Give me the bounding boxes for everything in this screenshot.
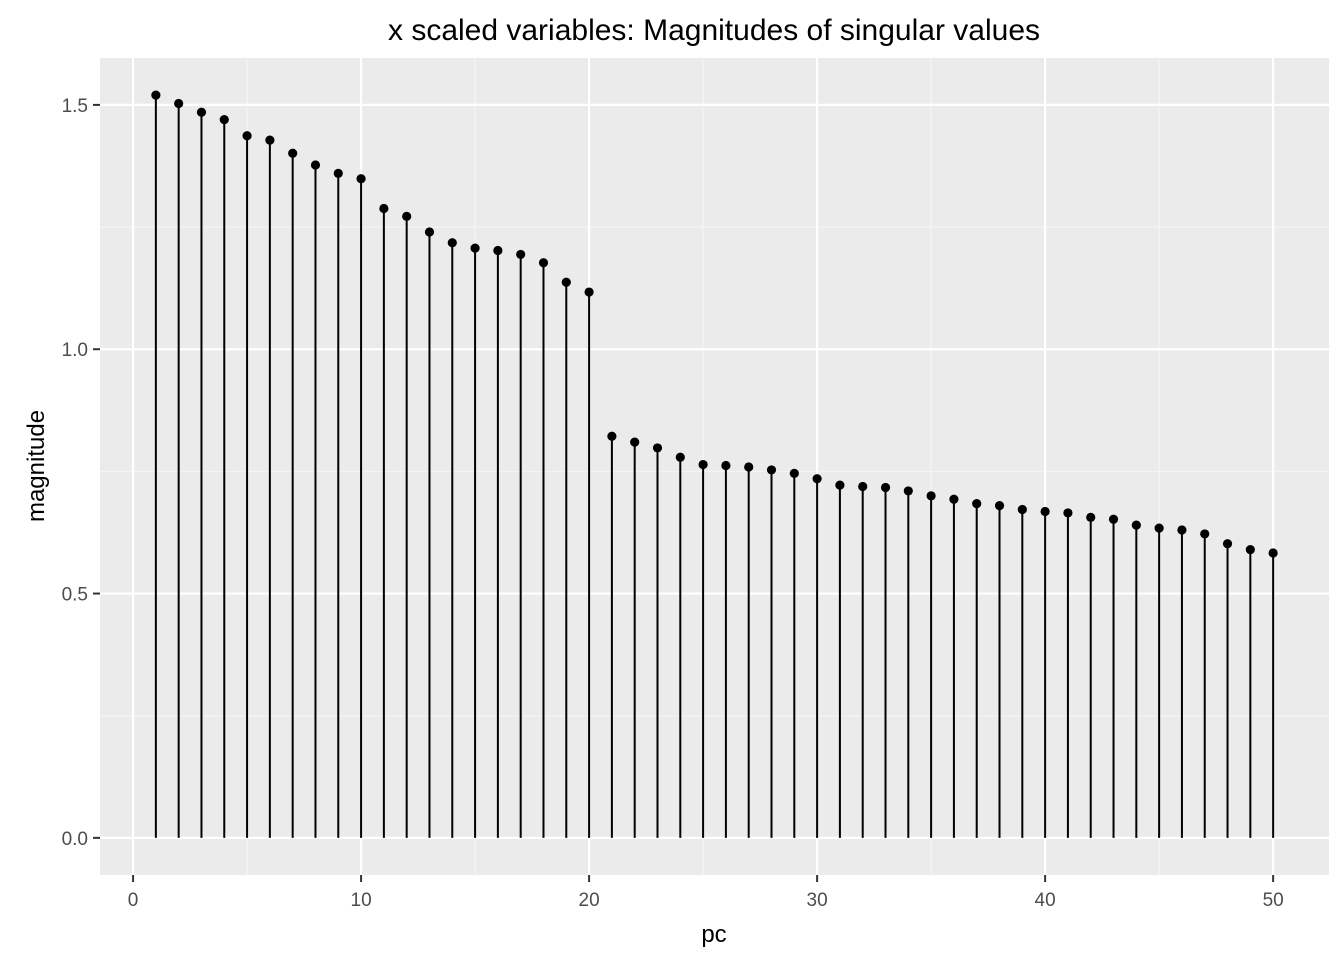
data-point <box>949 494 959 504</box>
data-point <box>903 486 913 496</box>
data-point <box>630 437 640 447</box>
x-tick-label: 40 <box>1035 890 1056 911</box>
data-point <box>424 227 435 237</box>
data-point <box>766 465 777 475</box>
data-point <box>1086 512 1096 522</box>
data-point <box>561 277 571 287</box>
x-axis-title: pc <box>701 921 726 948</box>
data-point <box>288 148 298 158</box>
data-point <box>698 459 708 470</box>
data-point <box>1177 525 1187 535</box>
chart-title: x scaled variables: Magnitudes of singul… <box>388 14 1040 47</box>
data-point <box>1268 548 1278 558</box>
data-point <box>402 211 412 221</box>
data-point <box>493 245 503 256</box>
data-point <box>219 114 229 125</box>
data-point <box>447 238 457 248</box>
data-point <box>721 460 731 471</box>
data-point <box>1222 539 1233 549</box>
data-point <box>356 174 366 184</box>
data-point <box>789 468 799 478</box>
data-point <box>196 107 207 117</box>
data-point <box>310 160 321 170</box>
panel-background <box>100 58 1329 875</box>
x-tick-label: 20 <box>579 890 600 911</box>
data-point <box>1063 508 1073 518</box>
plot-panel <box>100 58 1329 875</box>
data-point <box>858 481 868 492</box>
data-point <box>470 243 480 253</box>
data-point <box>652 443 663 453</box>
data-point <box>584 287 594 297</box>
data-point <box>1017 504 1027 515</box>
data-point <box>812 474 822 484</box>
x-tick-label: 10 <box>351 890 372 911</box>
data-point <box>516 249 526 260</box>
y-tick-label: 1.5 <box>62 96 88 117</box>
y-tick-label: 1.0 <box>62 340 88 361</box>
data-point <box>242 131 252 141</box>
data-point <box>379 203 389 214</box>
data-point <box>265 135 275 145</box>
data-point <box>1108 514 1119 524</box>
data-point <box>174 98 184 109</box>
data-point <box>835 480 845 490</box>
y-tick-label: 0.5 <box>62 585 88 606</box>
data-point <box>1245 544 1255 555</box>
data-point <box>1040 506 1050 517</box>
data-point <box>1131 520 1141 530</box>
y-tick-label: 0.0 <box>62 829 88 850</box>
data-point <box>607 431 617 441</box>
data-point <box>675 452 685 462</box>
x-tick-label: 30 <box>807 890 828 911</box>
x-tick-label: 0 <box>128 890 139 911</box>
x-tick-label: 50 <box>1263 890 1284 911</box>
data-point <box>972 499 982 509</box>
data-point <box>994 500 1005 511</box>
y-axis-title: magnitude <box>23 410 50 522</box>
data-point <box>538 258 549 268</box>
data-point <box>880 482 891 493</box>
data-point <box>151 90 161 100</box>
data-point <box>1154 523 1164 533</box>
data-point <box>744 462 754 472</box>
data-point <box>1200 529 1210 539</box>
data-point <box>333 168 343 178</box>
data-point <box>926 491 936 501</box>
